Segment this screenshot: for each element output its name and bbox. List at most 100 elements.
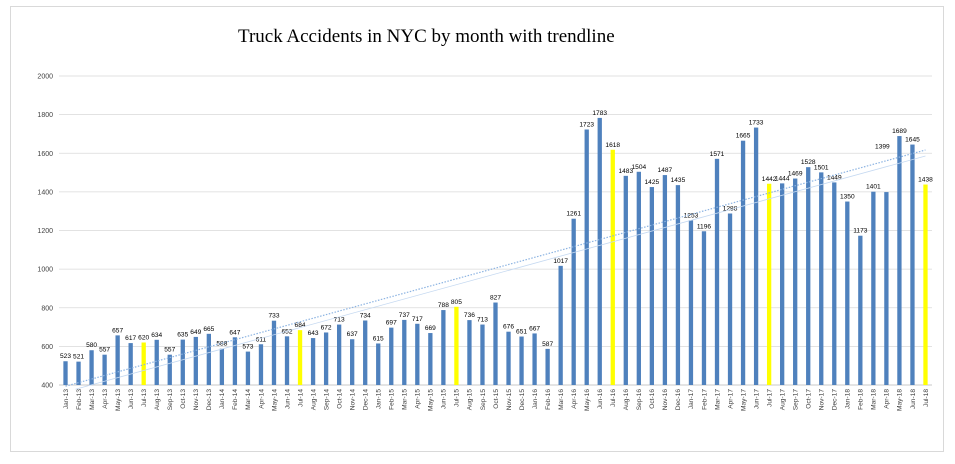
y-tick-label: 600: [41, 344, 53, 351]
bar: [402, 319, 407, 385]
bar: [688, 220, 694, 385]
bar: [128, 343, 133, 385]
data-label: 587: [542, 341, 553, 348]
bar: [467, 320, 472, 385]
bar: [506, 331, 511, 385]
x-tick-label: Dec-15: [519, 389, 526, 411]
data-label: 637: [347, 331, 358, 338]
data-label: 1469: [788, 171, 803, 178]
x-tick-label: Aug-14: [310, 389, 317, 411]
data-label: 651: [516, 329, 527, 336]
bar: [897, 136, 902, 385]
chart-title: Truck Accidents in NYC by month with tre…: [238, 26, 615, 47]
x-tick-label: Mar-17: [714, 389, 721, 410]
bar: [662, 175, 668, 385]
data-label: 1350: [840, 194, 855, 201]
bar: [740, 140, 746, 385]
data-label: 736: [464, 312, 475, 319]
bar: [519, 336, 524, 385]
bar: [219, 348, 225, 385]
x-tick-label: Oct-13: [180, 389, 187, 409]
bar: [675, 185, 681, 385]
x-tick-label: Sep-16: [636, 389, 643, 411]
data-label: 620: [138, 335, 149, 342]
data-label: 1483: [618, 168, 633, 175]
y-tick-label: 800: [41, 305, 53, 312]
data-label: 573: [242, 344, 253, 351]
x-tick-label: Jul-18: [923, 389, 930, 407]
bar: [115, 335, 120, 385]
data-label: 580: [86, 342, 97, 349]
data-label: 588: [216, 341, 227, 348]
data-label: 635: [177, 332, 188, 339]
y-tick-label: 1000: [37, 267, 53, 274]
x-tick-label: Oct-14: [336, 389, 343, 409]
bar: [727, 213, 733, 385]
x-tick-label: May-14: [271, 389, 278, 411]
bar: [63, 361, 68, 385]
x-tick-label: Sep-13: [167, 389, 174, 411]
x-tick-label: Aug-13: [154, 389, 161, 411]
data-label: 1689: [892, 128, 907, 135]
x-tick-label: Jun-16: [597, 389, 604, 409]
data-label: 669: [425, 325, 436, 332]
bar: [753, 127, 759, 385]
y-tick-label: 1400: [37, 189, 53, 196]
data-label: 805: [451, 299, 462, 306]
data-label: 657: [112, 327, 123, 334]
x-tick-label: Jun-18: [910, 389, 917, 409]
x-tick-label: Jan-13: [63, 389, 70, 409]
x-tick-label: Jun-15: [441, 389, 448, 409]
x-tick-label: May-15: [428, 389, 435, 411]
bar: [258, 344, 264, 385]
x-tick-label: Oct-16: [649, 389, 656, 409]
bar: [76, 361, 81, 385]
bar: [297, 330, 303, 385]
x-tick-label: Feb-18: [858, 389, 865, 410]
data-label: 615: [373, 335, 384, 342]
bar: [271, 320, 277, 385]
x-tick-label: Mar-18: [871, 389, 878, 410]
x-tick-label: Mar-14: [245, 389, 252, 410]
data-label: 617: [125, 335, 136, 342]
data-label: 1261: [566, 211, 581, 218]
bar: [389, 327, 394, 385]
data-label: 733: [268, 313, 279, 320]
x-tick-label: Aug-17: [779, 389, 786, 411]
x-tick-label: Jul-15: [454, 389, 461, 407]
trendline-annotation: 1399: [875, 143, 890, 150]
x-tick-label: Jun-13: [128, 389, 135, 409]
data-label: 1438: [918, 177, 933, 184]
bar: [493, 302, 498, 385]
data-label: 676: [503, 324, 514, 331]
bar: [102, 354, 107, 385]
x-tick-label: Nov-15: [506, 389, 513, 411]
data-label: 647: [229, 329, 240, 336]
data-label: 697: [386, 320, 397, 327]
bar: [858, 235, 863, 385]
x-tick-label: Apr-15: [415, 389, 422, 409]
data-label: 1401: [866, 184, 881, 191]
bar: [376, 343, 381, 385]
data-label: 1783: [592, 110, 607, 117]
x-tick-label: May-16: [584, 389, 591, 411]
data-label: 734: [360, 312, 371, 319]
bar: [701, 231, 707, 385]
x-tick-label: Feb-15: [389, 389, 396, 410]
bar: [415, 323, 420, 385]
bar: [871, 191, 876, 385]
bar: [232, 337, 238, 385]
data-label: 643: [308, 330, 319, 337]
bar: [623, 175, 628, 385]
bar: [480, 324, 485, 385]
x-tick-label: Oct-17: [806, 389, 813, 409]
bar: [806, 167, 811, 385]
bar: [167, 354, 172, 385]
data-label: 1444: [775, 175, 790, 182]
x-tick-label: Jan-18: [845, 389, 852, 409]
bar: [441, 310, 446, 385]
x-tick-label: Feb-16: [545, 389, 552, 410]
x-tick-label: Apr-17: [727, 389, 734, 409]
data-label: 1017: [553, 258, 568, 265]
bar: [845, 201, 850, 385]
